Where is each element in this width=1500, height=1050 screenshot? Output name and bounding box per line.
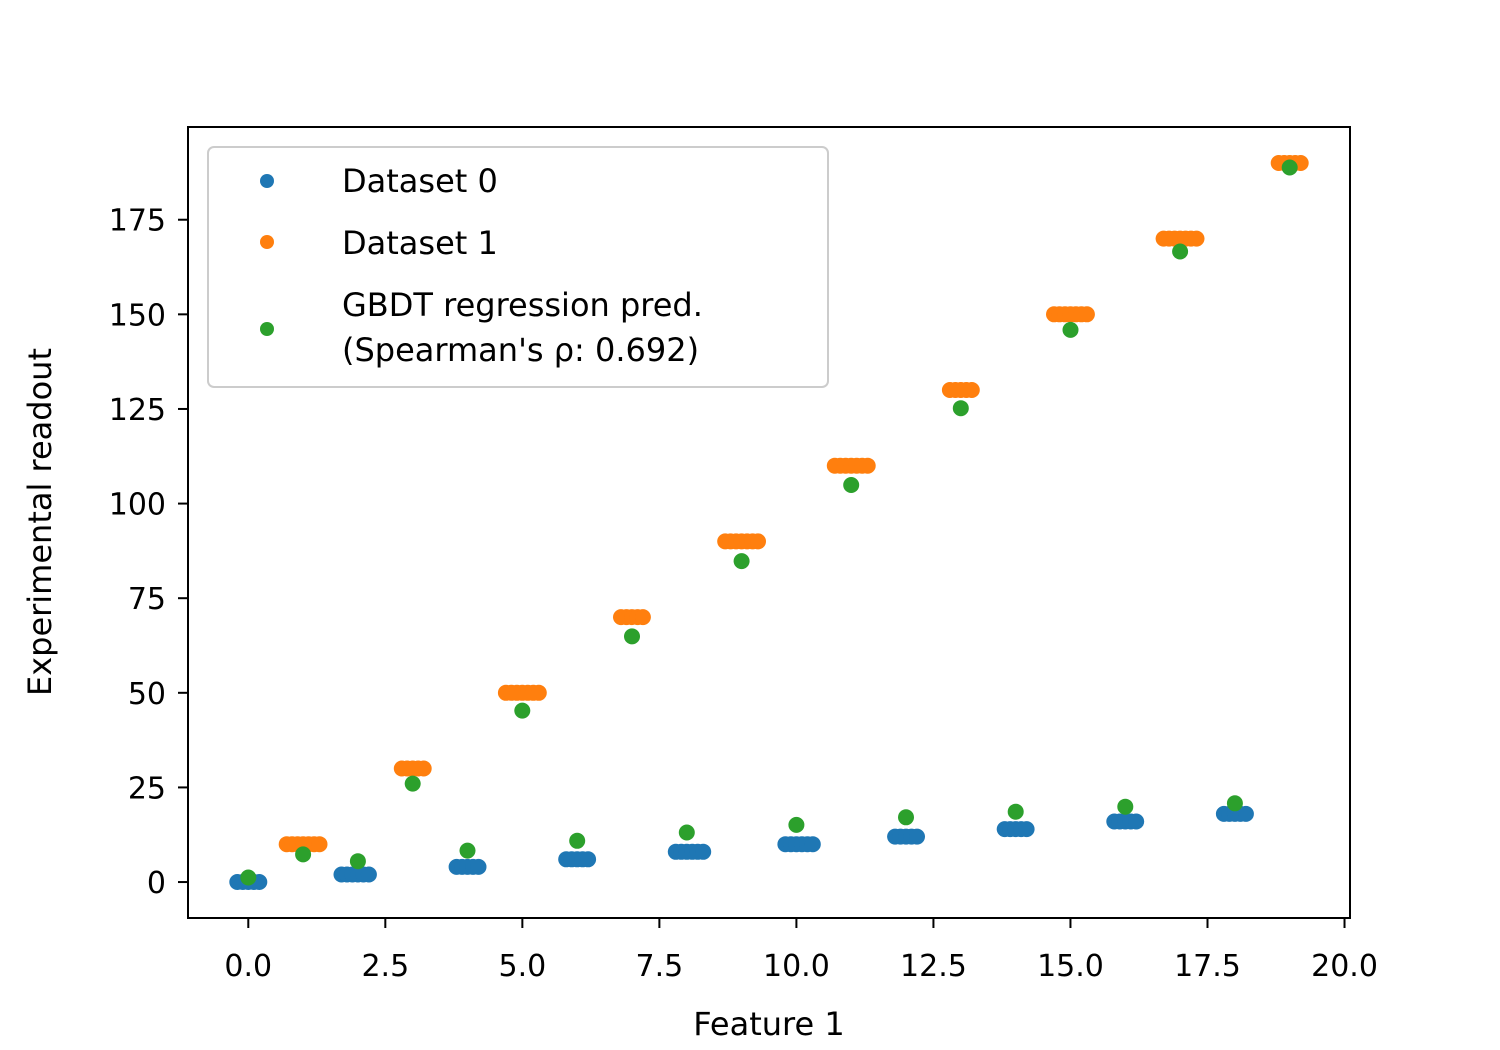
series-1-point-6 [311,836,328,853]
x-tick-label-2: 5.0 [498,949,546,984]
series-2-point-7 [624,628,640,645]
series-2-point-12 [898,809,914,826]
x-axis-ticks: 0.0 2.5 5.0 7.5 10.0 12.5 15.0 17.5 20.0 [224,918,1378,984]
y-tick-label-7: 175 [109,204,166,239]
series-2-point-3 [404,775,421,792]
series-0-point-42 [1018,821,1035,838]
legend-label-gbdt-prediction: GBDT regression pred. (Spearman's ρ: 0.69… [342,286,703,369]
y-tick-label-5: 125 [109,393,166,428]
series-1-point-30 [750,533,766,550]
series-2 [240,159,1298,886]
series-0-point-52 [1237,805,1254,822]
series-0-point-20 [580,851,597,868]
y-axis-title: Experimental readout [21,348,59,696]
series-1-point-11 [415,760,432,777]
series-0-point-10 [360,866,377,883]
data-marks [229,155,1309,890]
series-1-point-18 [530,684,547,701]
series-2-point-6 [569,832,586,849]
x-axis-title: Feature 1 [693,1005,844,1043]
series-2-point-18 [1226,795,1243,812]
series-2-point-15 [1062,321,1079,338]
series-0-point-32 [804,836,821,853]
series-1-point-37 [859,457,876,474]
series-2-point-10 [788,816,805,833]
y-tick-label-1: 25 [128,771,166,806]
series-0-point-26 [695,843,712,860]
series-0-point-15 [470,858,487,875]
series-1-point-56 [1188,230,1205,247]
legend: Dataset 0 Dataset 1 GBDT regression pred… [207,146,829,388]
legend-marker-dataset-1 [260,235,274,249]
series-0 [229,805,1254,890]
series-2-point-14 [1007,803,1024,820]
legend-marker-gbdt-prediction [260,322,274,336]
legend-marker-dataset-0 [260,174,274,188]
x-tick-label-1: 2.5 [361,949,409,984]
x-tick-label-5: 12.5 [900,949,967,984]
x-tick-label-0: 0.0 [224,949,272,984]
legend-label-dataset-0: Dataset 0 [342,162,498,200]
y-axis-ticks: 0 25 50 75 100 125 150 175 [109,204,188,901]
series-2-point-5 [514,702,531,719]
series-2-point-16 [1117,798,1134,815]
plot-frame [187,126,1351,919]
y-tick-label-0: 0 [147,866,166,901]
series-1 [278,155,1309,853]
legend-label-dataset-1: Dataset 1 [342,224,498,262]
series-2-point-9 [733,553,750,570]
series-2-point-8 [678,824,695,841]
series-2-point-1 [295,846,312,863]
series-2-point-17 [1172,243,1189,260]
y-tick-label-4: 100 [109,488,166,523]
y-tick-label-2: 50 [128,677,166,712]
series-2-point-0 [240,869,257,886]
x-tick-label-7: 17.5 [1174,949,1241,984]
series-0-point-37 [909,828,925,845]
series-2-point-13 [952,400,969,417]
series-2-point-11 [843,477,860,493]
x-tick-label-4: 10.0 [763,949,830,984]
series-1-point-42 [963,382,980,398]
x-tick-label-6: 15.0 [1037,949,1104,984]
series-2-point-4 [459,842,476,859]
series-2-point-2 [349,853,366,870]
x-tick-label-3: 7.5 [636,949,684,984]
series-0-point-47 [1128,813,1145,830]
series-2-point-19 [1281,159,1298,176]
series-1-point-49 [1078,306,1095,323]
legend-frame [207,146,829,388]
series-1-point-23 [634,609,651,626]
y-tick-label-3: 75 [128,582,166,617]
x-tick-label-8: 20.0 [1311,949,1378,984]
y-tick-label-6: 150 [109,298,166,333]
